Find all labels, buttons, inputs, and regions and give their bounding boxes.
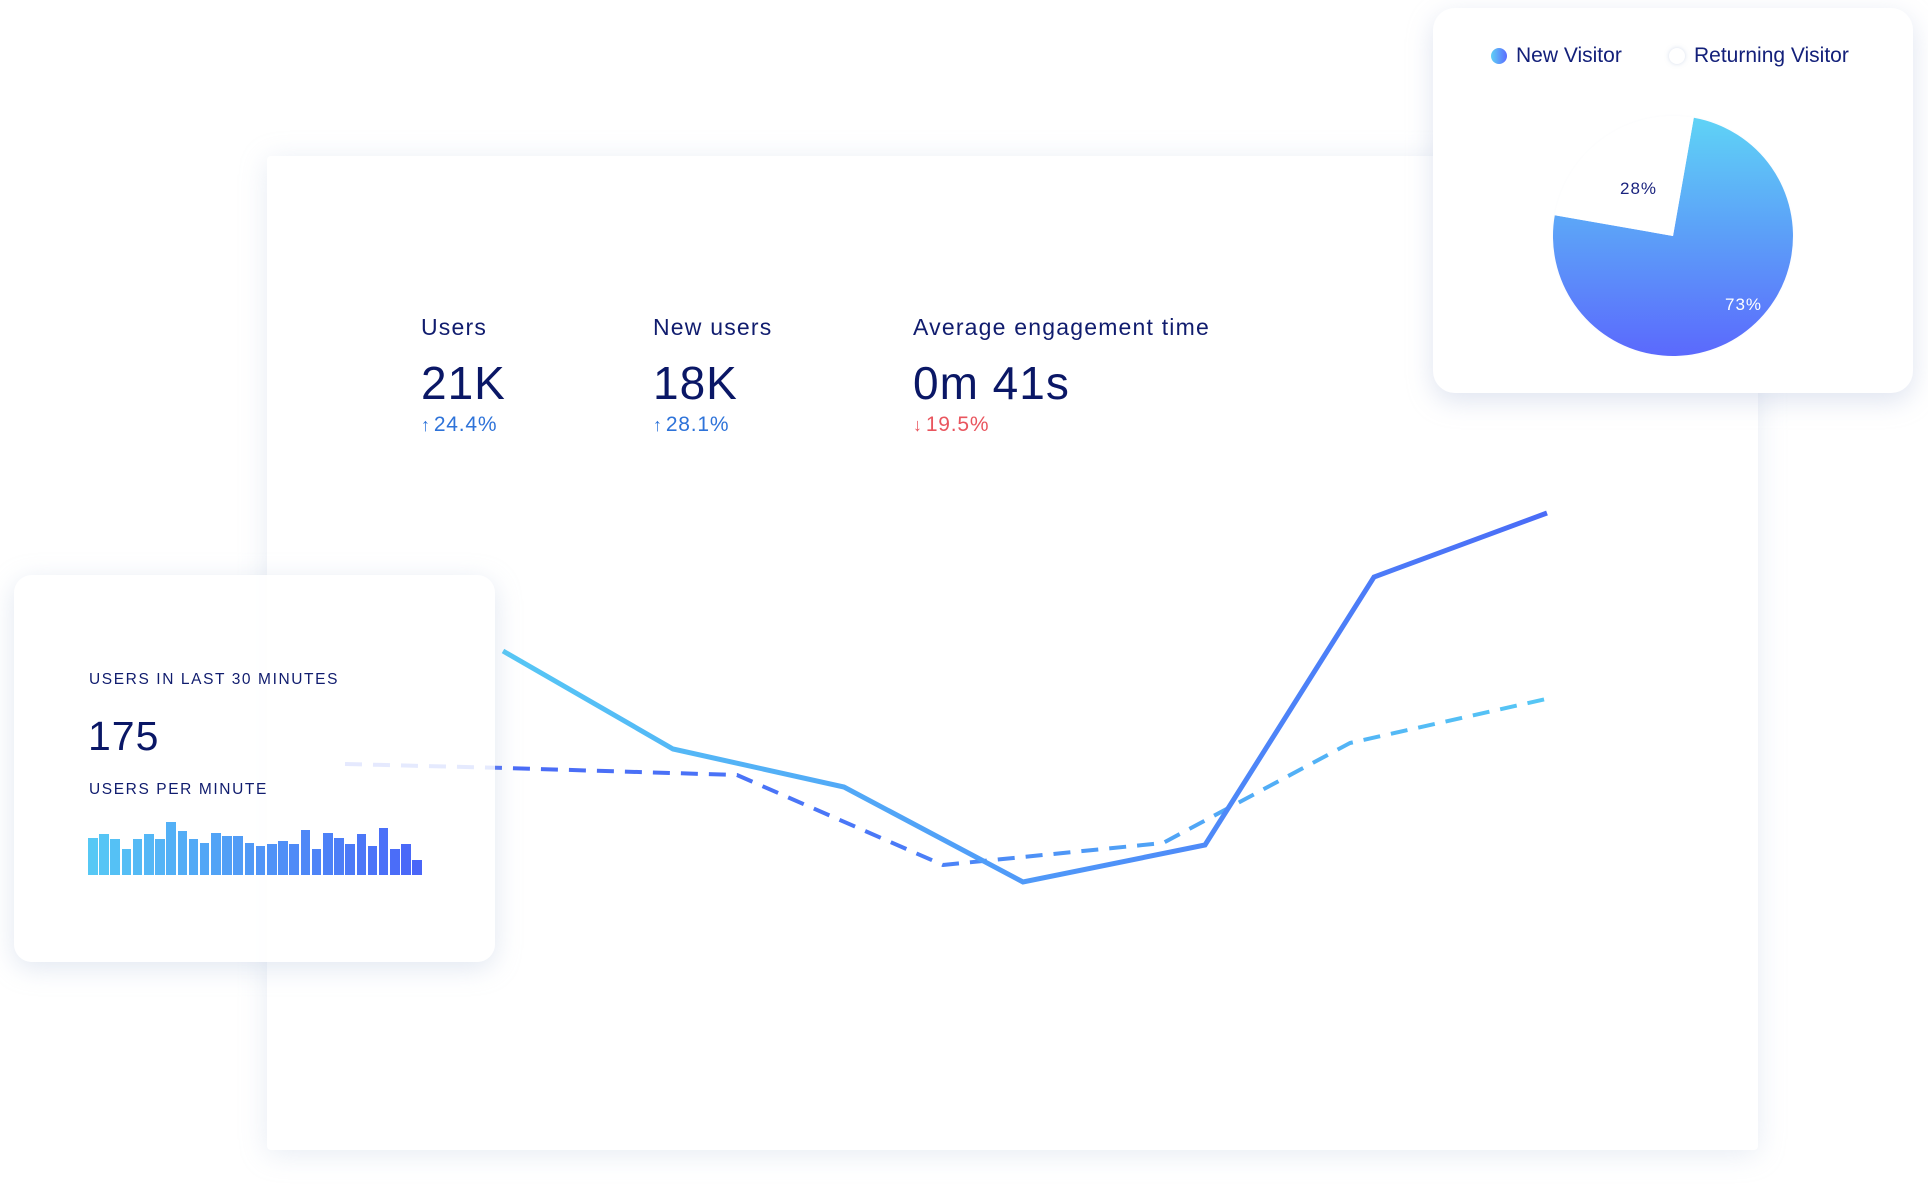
metric-delta: ↑ 24.4% <box>421 413 497 437</box>
users-per-minute-bar <box>233 836 244 875</box>
users-per-minute-bar <box>121 849 132 875</box>
users-per-minute-bar <box>188 839 199 875</box>
metric-label: New users <box>653 314 773 340</box>
arrow-up-icon: ↑ <box>421 415 431 435</box>
legend-dot-icon <box>1669 48 1685 64</box>
arrow-up-icon: ↑ <box>653 415 663 435</box>
metric-label: Average engagement time <box>913 314 1210 340</box>
realtime-value: 175 <box>88 713 160 759</box>
users-per-minute-bar <box>132 839 143 875</box>
users-per-minute-bar <box>311 849 322 875</box>
users-per-minute-bar <box>155 839 165 875</box>
users-per-minute-bar <box>88 838 98 875</box>
realtime-title: USERS IN LAST 30 MINUTES <box>89 671 340 688</box>
legend-returning-visitor[interactable]: Returning Visitor <box>1669 44 1849 68</box>
legend-label: Returning Visitor <box>1694 44 1849 67</box>
legend-dot-icon <box>1491 48 1507 64</box>
users-per-minute-bar <box>255 846 266 875</box>
users-per-minute-bar <box>99 834 109 875</box>
metric-value: 18K <box>653 357 738 409</box>
pie-label-returning: 28% <box>1620 179 1658 198</box>
users-per-minute-bar <box>289 844 299 875</box>
users-per-minute-bar <box>367 846 378 875</box>
metric-delta: ↓ 19.5% <box>913 413 989 437</box>
previous-period-line <box>344 697 1547 867</box>
pie-slice-returning-visitor[interactable] <box>1554 115 1694 236</box>
delta-value: 24.4% <box>433 413 498 436</box>
users-per-minute-bar <box>211 833 221 875</box>
pie-slice-new-visitor[interactable] <box>1552 117 1793 356</box>
visitor-pie-card: New Visitor Returning Visitor <box>1433 8 1913 393</box>
pie-chart: 28% 73% <box>1551 114 1795 358</box>
users-per-minute-bar <box>166 822 176 875</box>
metric-delta: ↑ 28.1% <box>653 413 729 437</box>
users-per-minute-bar <box>356 834 367 875</box>
delta-value: 19.5% <box>925 413 990 436</box>
metric-label: Users <box>421 314 488 340</box>
users-per-minute-bar <box>278 841 288 875</box>
users-per-minute-bar <box>345 844 355 875</box>
users-per-minute-bar <box>378 828 389 875</box>
users-per-minute-bar <box>222 836 232 875</box>
users-per-minute-bar <box>110 839 120 875</box>
users-per-minute-bar <box>177 831 188 875</box>
current-period-line <box>501 510 1548 885</box>
users-per-minute-bar <box>322 833 333 875</box>
users-per-minute-bar <box>390 849 400 875</box>
users-per-minute-bar <box>244 843 255 875</box>
users-per-minute-bar-chart <box>88 821 423 875</box>
realtime-users-card[interactable]: USERS IN LAST 30 MINUTES 175 USERS PER M… <box>14 575 495 962</box>
users-per-minute-bar <box>143 834 154 875</box>
metric-value: 21K <box>421 357 506 409</box>
users-per-minute-bar <box>401 844 411 875</box>
users-per-minute-bar <box>199 843 210 875</box>
pie-label-new: 73% <box>1725 295 1763 314</box>
metric-value: 0m 41s <box>913 357 1070 409</box>
users-per-minute-bar <box>267 844 277 875</box>
arrow-down-icon: ↓ <box>913 415 923 435</box>
users-per-minute-bar <box>300 830 311 875</box>
users-per-minute-bar <box>412 860 423 875</box>
users-per-minute-label: USERS PER MINUTE <box>89 781 268 798</box>
legend-label: New Visitor <box>1516 44 1622 67</box>
legend-new-visitor[interactable]: New Visitor <box>1491 44 1622 68</box>
users-per-minute-bar <box>334 838 344 875</box>
delta-value: 28.1% <box>665 413 730 436</box>
